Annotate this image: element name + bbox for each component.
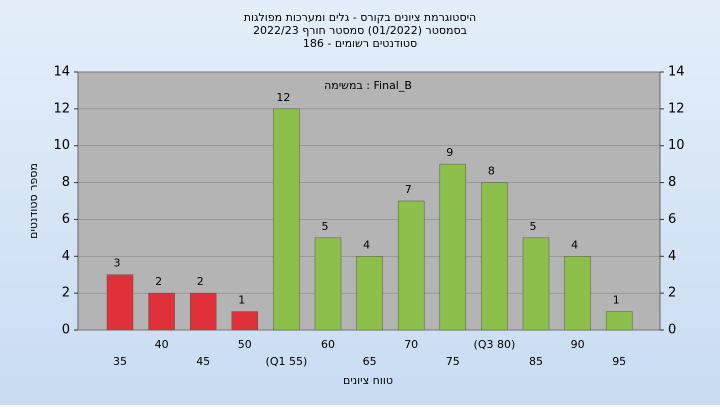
y2-tick-label: 12 — [668, 101, 685, 116]
y-tick-label: 10 — [53, 138, 70, 153]
x-tick-label: (Q3 80) — [474, 338, 516, 351]
x-tick-label: 70 — [404, 338, 418, 351]
y-tick-label: 2 — [62, 286, 70, 301]
data-label: 2 — [155, 275, 162, 288]
data-label: 12 — [276, 91, 290, 104]
bar — [439, 163, 467, 331]
x-tick-label: 85 — [529, 355, 543, 368]
bar — [314, 237, 342, 331]
bar — [231, 311, 259, 331]
bar — [273, 108, 300, 331]
bar — [397, 200, 425, 331]
data-label: 7 — [405, 183, 412, 196]
y2-tick-label: 4 — [668, 249, 676, 264]
data-label: 4 — [571, 238, 578, 251]
y2-tick-label: 10 — [668, 138, 685, 153]
x-tick-label: 40 — [155, 338, 169, 351]
y2-tick-label: 2 — [668, 286, 676, 301]
data-label: 3 — [114, 257, 121, 270]
bar — [564, 256, 591, 331]
y-tick-label: 0 — [62, 323, 70, 338]
bar — [605, 311, 633, 331]
y-tick-label: 14 — [53, 65, 70, 80]
data-label: 1 — [613, 294, 620, 307]
data-label: 9 — [446, 146, 453, 159]
x-tick-label: 45 — [196, 355, 210, 368]
data-label: 4 — [363, 238, 370, 251]
bar — [522, 237, 550, 331]
x-tick-label: 35 — [113, 355, 127, 368]
x-tick-label: 60 — [321, 338, 335, 351]
y-tick-label: 12 — [53, 101, 70, 116]
chart-title: היסטוגרמת ציונים בקורס - גלים ומערכות מפ… — [244, 11, 476, 24]
bar — [148, 292, 175, 331]
x-tick-label: (Q1 55) — [266, 355, 308, 368]
y-tick-label: 4 — [62, 249, 70, 264]
x-axis-label: טווח ציונים — [343, 374, 393, 387]
data-label: 5 — [530, 220, 537, 233]
bar — [356, 256, 383, 331]
data-label: 1 — [238, 294, 245, 307]
y-axis-label: מספר סטודנטים — [27, 163, 40, 239]
x-tick-label: 65 — [363, 355, 377, 368]
chart-subtitle: בסמסטר (01/2022) סמסטר חורף 2022/23 — [253, 24, 467, 37]
data-label: 5 — [322, 220, 329, 233]
y2-tick-label: 8 — [668, 175, 676, 190]
data-label: 2 — [197, 275, 204, 288]
bar — [189, 292, 217, 331]
y2-tick-label: 6 — [668, 212, 676, 227]
bar — [481, 182, 508, 331]
x-tick-label: 90 — [571, 338, 585, 351]
x-tick-label: 75 — [446, 355, 460, 368]
y2-tick-label: 0 — [668, 323, 676, 338]
data-label: 8 — [488, 165, 495, 178]
y2-tick-label: 14 — [668, 65, 685, 80]
chart-subtitle: סטודנטים רשומים - 186 — [303, 37, 417, 50]
y-tick-label: 8 — [62, 175, 70, 190]
annotation: Final_B : במשימה — [324, 79, 412, 92]
y-tick-label: 6 — [62, 212, 70, 227]
x-tick-label: 50 — [238, 338, 252, 351]
bar — [106, 274, 134, 331]
x-tick-label: 95 — [612, 355, 626, 368]
